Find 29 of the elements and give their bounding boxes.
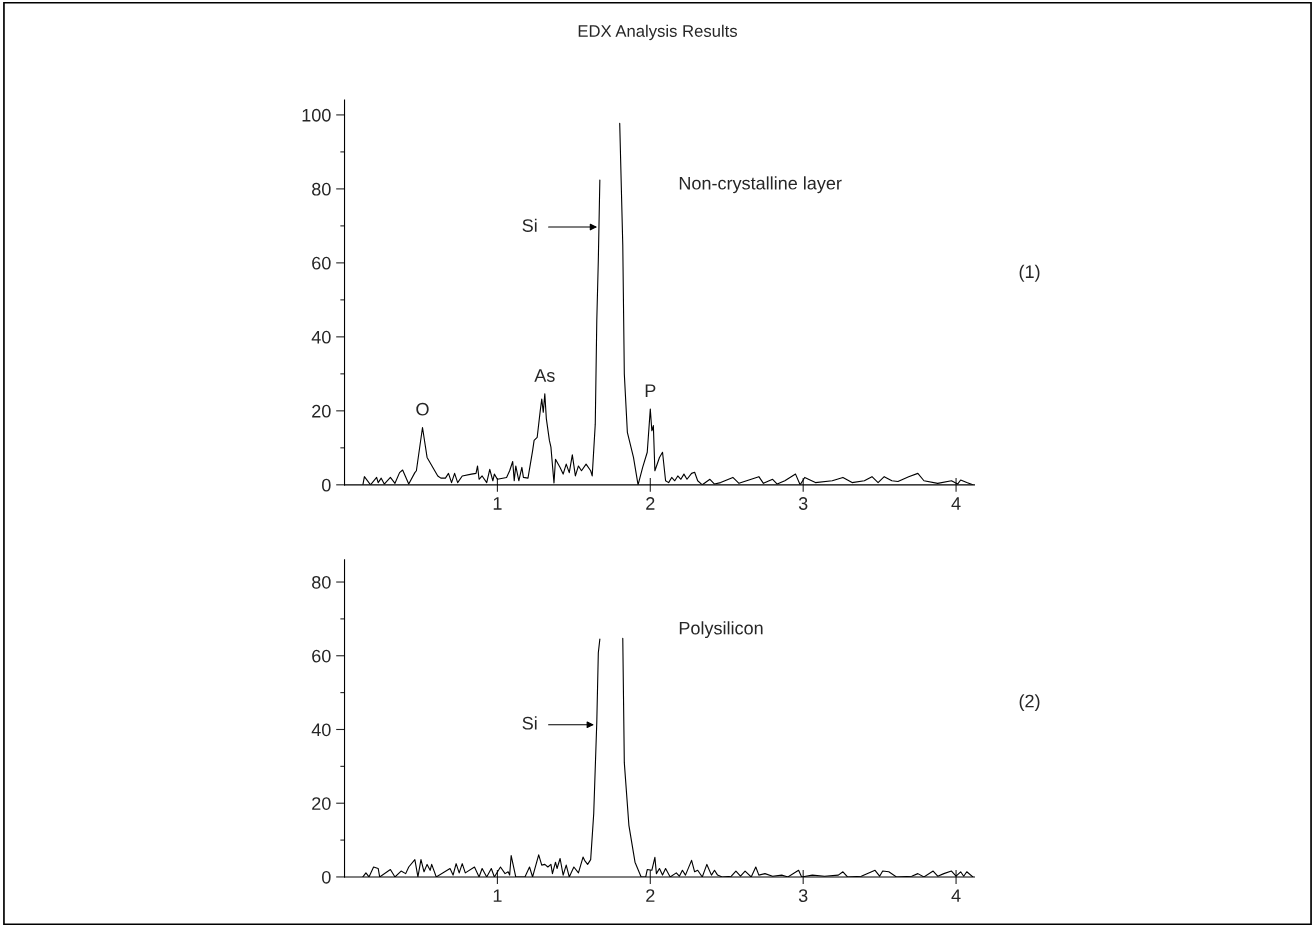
y-tick-label: 0 xyxy=(322,870,331,884)
y-tick-label: 80 xyxy=(312,182,331,196)
x-tick-label: 2 xyxy=(646,497,655,510)
y-tick-label: 20 xyxy=(312,404,331,418)
annotation: Si xyxy=(522,716,537,730)
annotation: As xyxy=(534,369,555,382)
x-tick-label: 4 xyxy=(951,497,961,510)
annotation: Si xyxy=(522,218,537,232)
x-tick-label: 2 xyxy=(646,889,655,902)
y-tick-label: 20 xyxy=(312,797,331,810)
annotation: O xyxy=(416,402,429,416)
y-tick-label: 60 xyxy=(312,649,331,663)
x-tick-label: 4 xyxy=(951,889,961,902)
text: (2) xyxy=(1019,694,1040,711)
annotation: Non-crystalline layer xyxy=(679,176,842,194)
x-tick-label: 1 xyxy=(493,497,502,510)
y-tick-label: 60 xyxy=(312,256,331,270)
annotation: P xyxy=(645,384,656,397)
x-tick-label: 1 xyxy=(493,889,502,902)
y-tick-label: 100 xyxy=(302,108,331,122)
x-tick-label: 3 xyxy=(798,497,808,510)
chart-title: EDX Analysis Results xyxy=(578,24,738,41)
x-tick-label: 3 xyxy=(798,889,808,903)
annotation: Polysilicon xyxy=(679,621,763,639)
y-tick-label: 80 xyxy=(312,575,331,589)
y-tick-label: 0 xyxy=(322,478,331,492)
y-tick-label: 40 xyxy=(311,723,331,737)
y-tick-label: 40 xyxy=(311,330,331,344)
text: (1) xyxy=(1019,264,1040,282)
